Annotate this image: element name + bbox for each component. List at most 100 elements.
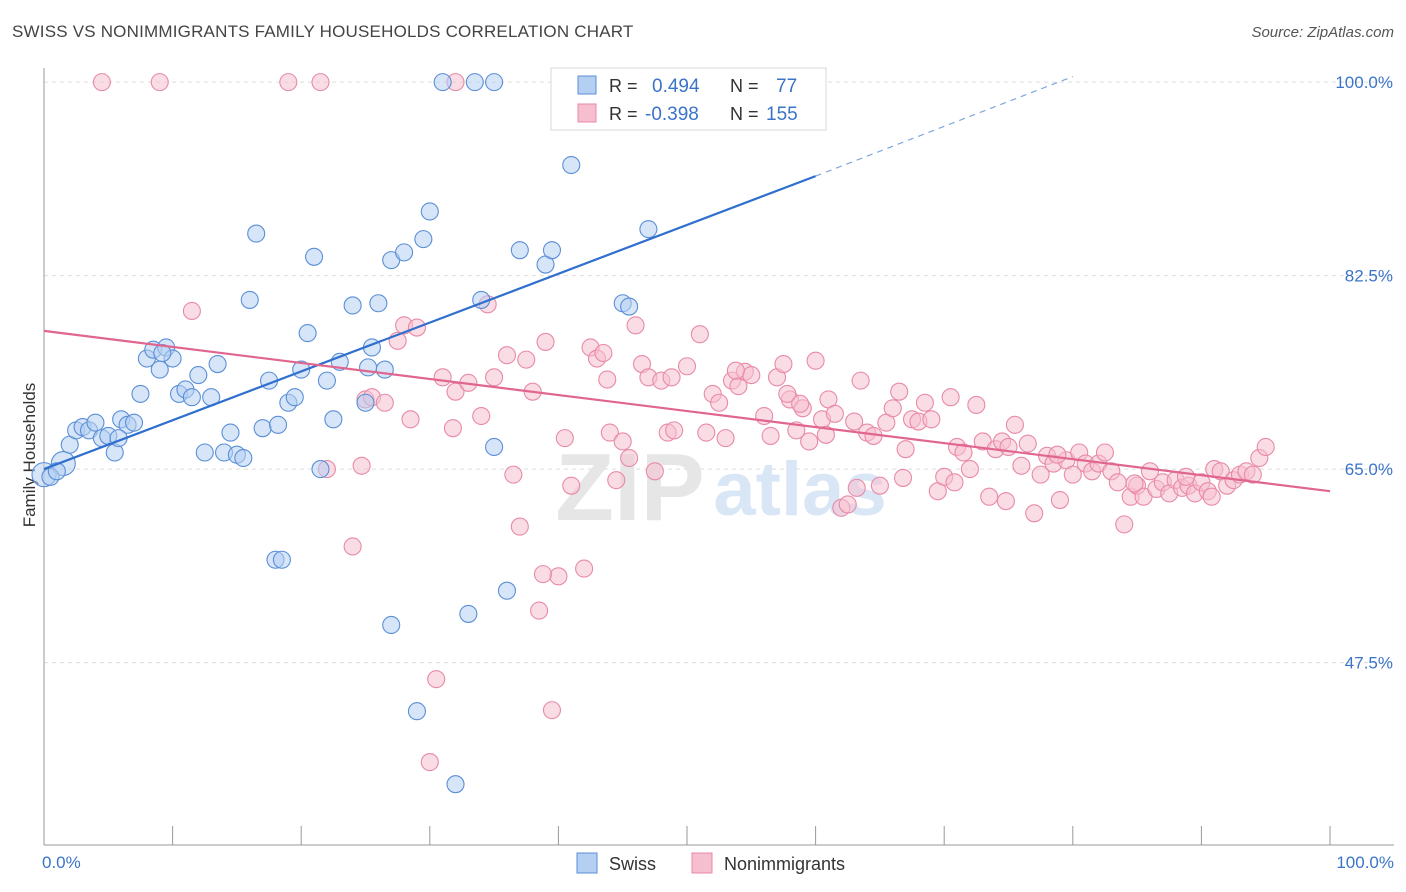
swiss-point xyxy=(433,73,452,92)
gridlines xyxy=(44,81,1394,664)
nonimmigrants-point xyxy=(530,601,549,620)
nonimmigrants-point xyxy=(825,404,844,423)
nonimmigrants-point xyxy=(1012,456,1031,475)
nonimmigrants-point xyxy=(472,406,491,426)
swiss-point xyxy=(253,419,272,438)
nonimmigrants-point xyxy=(1018,434,1037,453)
swiss-point xyxy=(221,423,240,442)
swiss-point xyxy=(375,360,394,379)
swiss-point xyxy=(343,296,362,315)
swiss-point xyxy=(131,384,150,403)
swiss-point xyxy=(620,297,639,316)
legend-nonimm-r-label: R = xyxy=(609,104,638,124)
nonimmigrants-point xyxy=(677,357,697,376)
swiss-point xyxy=(311,460,330,479)
nonimmigrants-point xyxy=(555,429,574,448)
nonimmigrants-point xyxy=(838,495,857,514)
swiss-point xyxy=(562,155,581,175)
nonimmigrants-point xyxy=(665,421,684,440)
nonimmigrants-point xyxy=(883,399,902,418)
nonimmigrants-point xyxy=(1202,487,1221,506)
nonimmigrants-point xyxy=(600,423,619,442)
nonimmigrants-point xyxy=(870,476,889,495)
swiss-point xyxy=(407,702,426,721)
nonimmigrants-point xyxy=(645,462,664,481)
nonimmigrants-point xyxy=(778,384,797,403)
swiss-point xyxy=(485,73,504,92)
nonimmigrants-point xyxy=(806,351,825,370)
nonimmigrants-point xyxy=(1095,443,1114,462)
nonimmigrants-point xyxy=(92,73,111,92)
swiss-point xyxy=(240,290,259,309)
nonimmigrants-point xyxy=(485,368,504,387)
bottom-legend-nonimm-label: Nonimmigrants xyxy=(724,854,845,874)
nonimmigrants-point xyxy=(954,443,973,462)
nonimmigrants-point xyxy=(182,301,201,321)
nonimmigrants-point xyxy=(960,460,979,479)
bottom-legend-swiss-label: Swiss xyxy=(609,854,656,874)
nonimmigrants-point xyxy=(967,395,986,415)
nonimmigrants-point xyxy=(1140,462,1160,481)
swiss-point xyxy=(234,448,253,468)
y-tick-label: 47.5% xyxy=(1345,654,1393,673)
y-tick-label: 82.5% xyxy=(1345,267,1393,286)
series-legend: Swiss Nonimmigrants xyxy=(576,852,845,874)
nonimmigrants-point xyxy=(607,471,626,490)
bottom-legend-nonimm-swatch xyxy=(691,852,713,874)
nonimmigrants-point xyxy=(1108,473,1127,492)
nonimmigrants-point xyxy=(851,371,870,390)
nonimmigrants-point xyxy=(761,426,780,445)
nonimmigrants-point xyxy=(150,73,169,92)
x-tick-label-right: 100.0% xyxy=(1336,853,1394,872)
nonimmigrants-point xyxy=(1050,490,1069,510)
nonimmigrants-point xyxy=(800,432,819,451)
nonimmigrants-point xyxy=(662,368,681,387)
swiss-point xyxy=(465,73,484,92)
swiss-point xyxy=(124,413,144,432)
swiss-point xyxy=(298,324,317,343)
swiss-point xyxy=(208,354,227,374)
nonimmigrants-trend-line xyxy=(43,329,1331,493)
legend-nonimm-n-value: 155 xyxy=(766,104,798,125)
swiss-point xyxy=(395,243,414,262)
nonimmigrants-point xyxy=(279,73,298,92)
swiss-point xyxy=(247,224,266,243)
swiss-point xyxy=(542,241,562,260)
swiss-point xyxy=(485,437,504,457)
nonimmigrants-point xyxy=(613,432,632,451)
swiss-point xyxy=(195,443,214,462)
nonimmigrants-point xyxy=(922,410,941,429)
swiss-point xyxy=(356,393,375,412)
nonimmigrants-point xyxy=(896,440,915,459)
nonimmigrants-point xyxy=(504,465,523,484)
y-tick-label: 100.0% xyxy=(1335,73,1393,92)
nonimmigrants-point xyxy=(542,701,562,720)
nonimmigrants-point xyxy=(996,492,1015,511)
swiss-point xyxy=(269,415,288,434)
legend-swiss-n-label: N = xyxy=(730,76,759,96)
y-tick-labels: 100.0% 82.5% 65.0% 47.5% xyxy=(1335,73,1393,672)
nonimmigrants-point xyxy=(945,473,964,492)
nonimmigrants-point xyxy=(791,394,810,413)
nonimmigrants-point xyxy=(1031,465,1050,484)
nonimmigrants-point xyxy=(536,332,555,351)
swiss-points xyxy=(31,73,658,794)
nonimmigrants-point xyxy=(433,368,452,387)
nonimmigrants-point xyxy=(1256,437,1275,457)
nonimmigrants-point xyxy=(562,476,581,495)
nonimmigrants-point xyxy=(742,366,761,385)
swiss-trend-line xyxy=(43,175,816,471)
nonimmigrants-point xyxy=(845,412,864,431)
legend-swiss-n-value: 77 xyxy=(776,76,797,97)
nonimmigrants-point xyxy=(893,468,913,487)
nonimmigrants-point xyxy=(1048,445,1067,464)
swiss-point xyxy=(189,366,208,385)
nonimmigrants-point xyxy=(420,753,439,772)
nonimmigrants-point xyxy=(443,419,462,438)
nonimmigrants-point xyxy=(941,388,960,407)
nonimmigrants-point xyxy=(1125,474,1144,493)
nonimmigrants-point xyxy=(375,393,394,412)
nonimmigrants-point xyxy=(1176,467,1196,486)
nonimmigrants-point xyxy=(980,487,999,506)
